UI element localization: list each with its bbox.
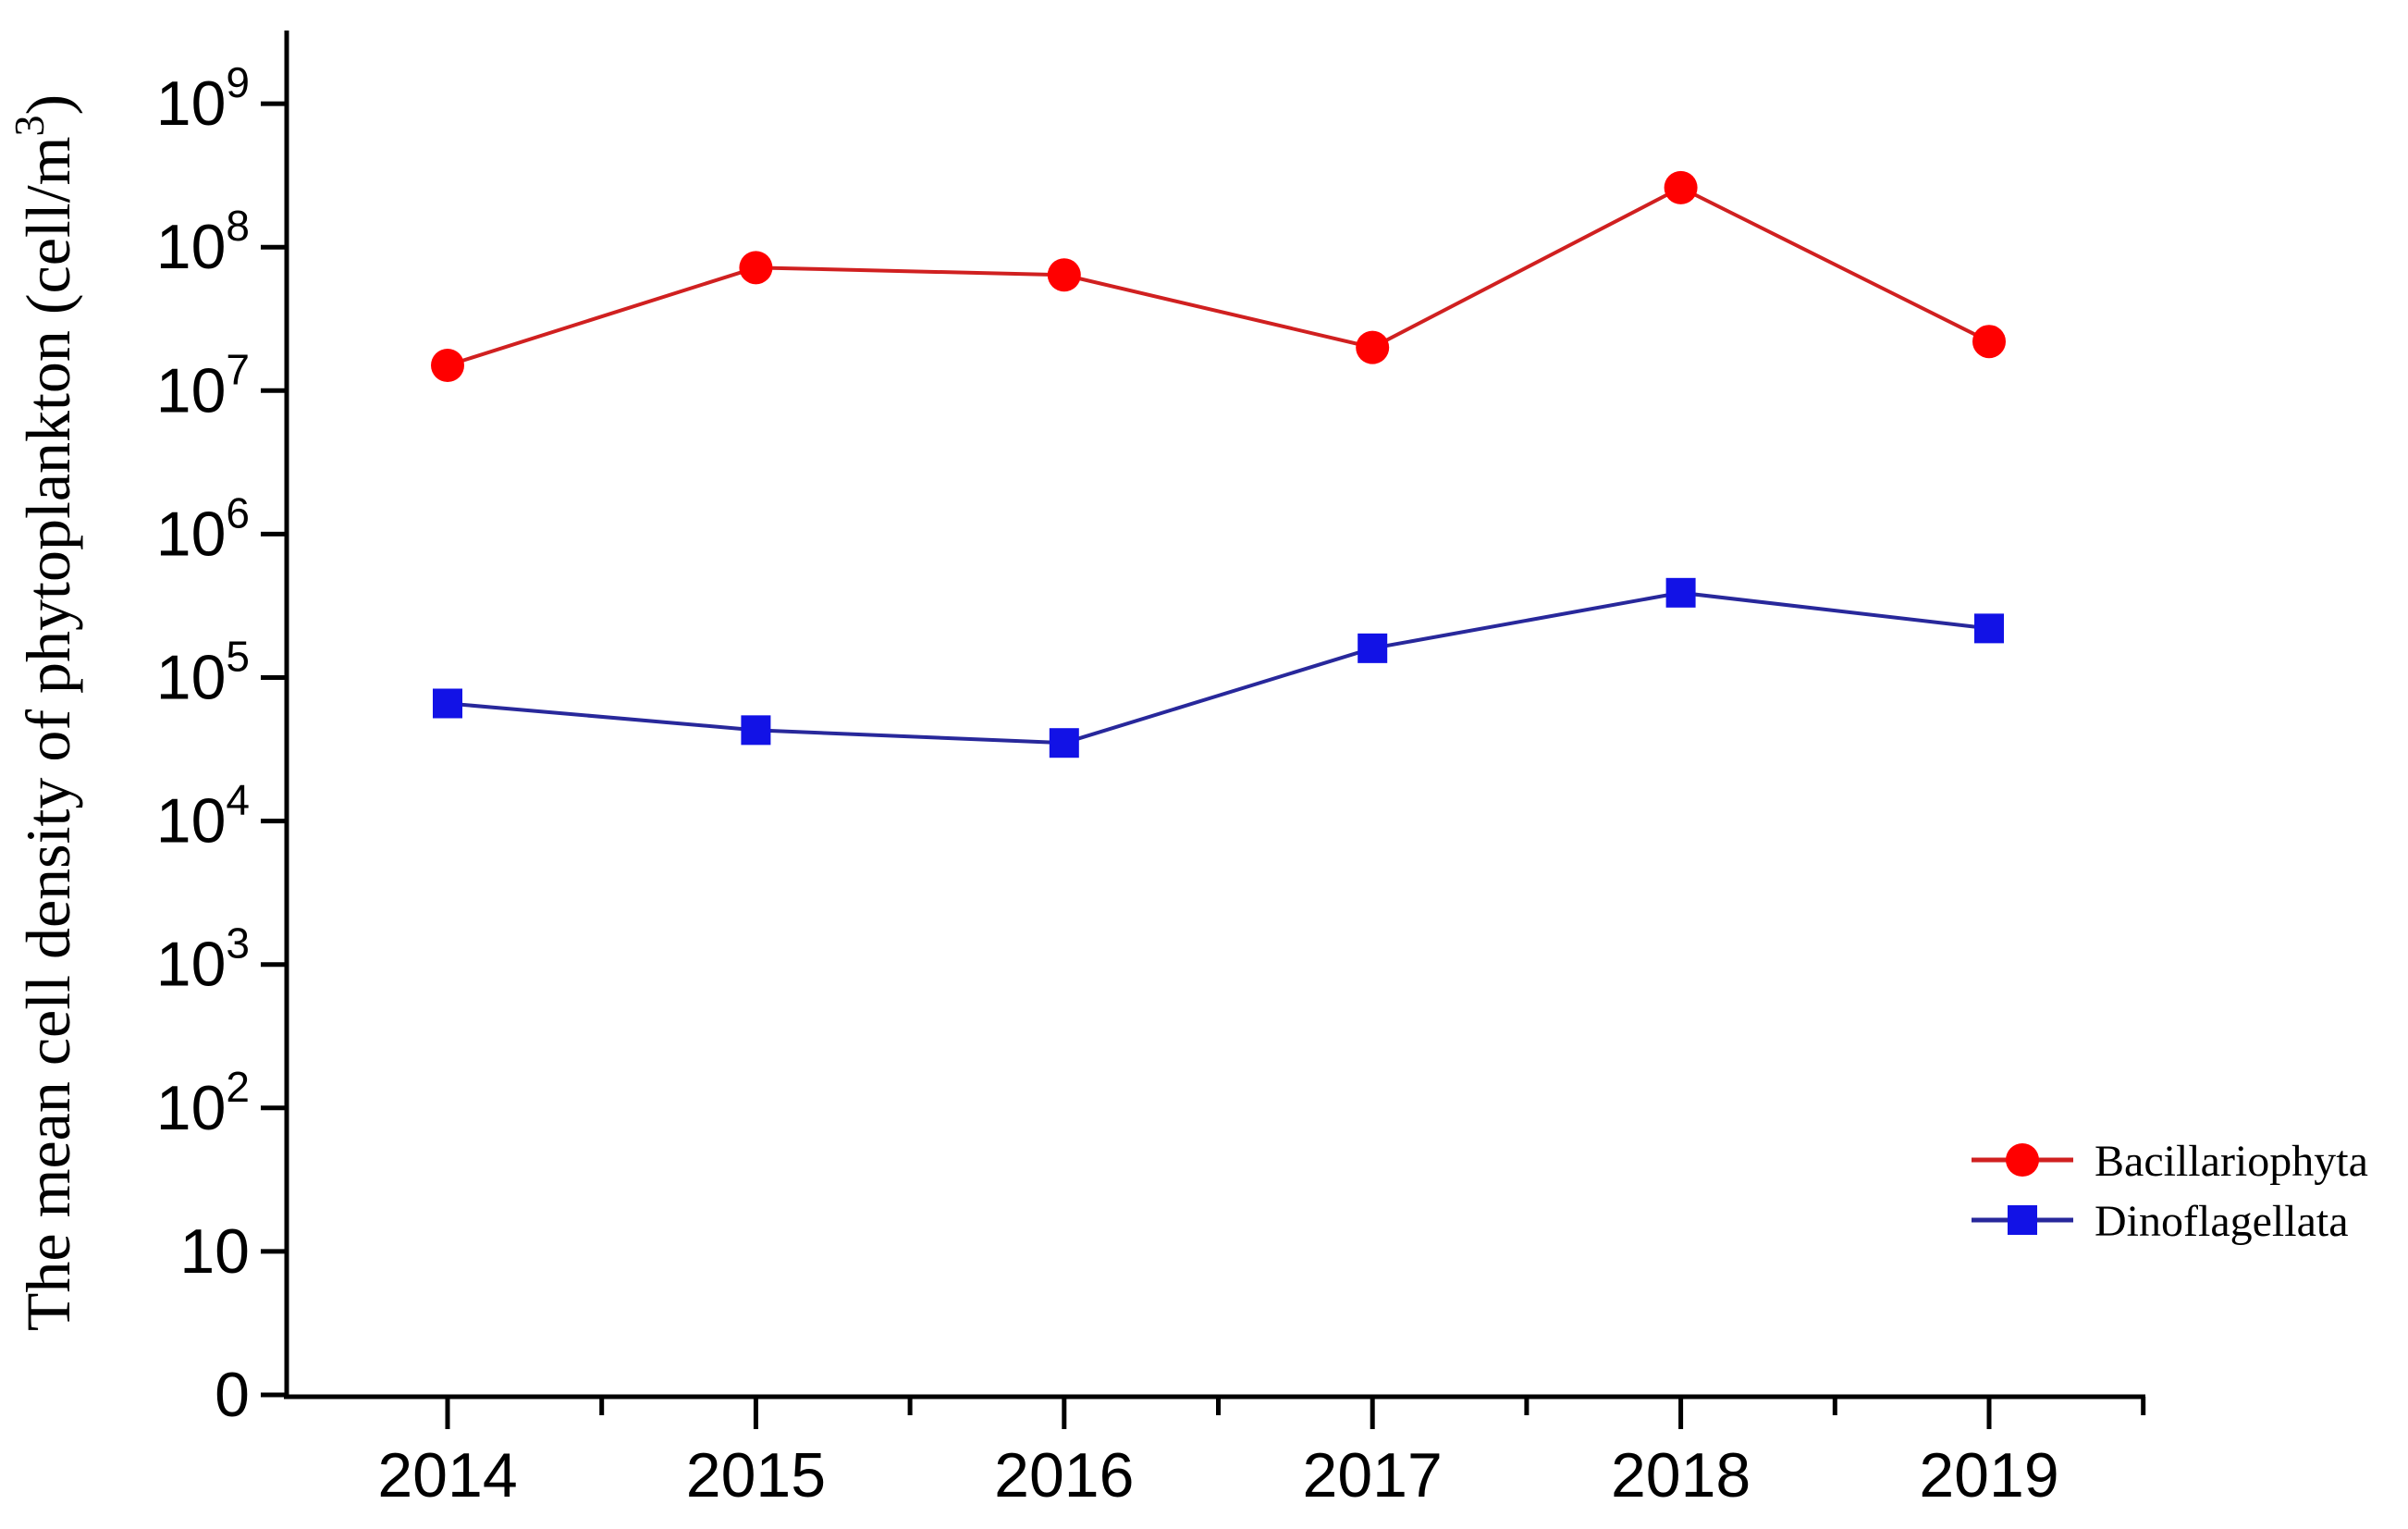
legend-square-marker-icon: [2008, 1205, 2037, 1235]
y-tick-label: 106: [156, 488, 250, 569]
legend-entry: Dinoflagellata: [1972, 1197, 2349, 1246]
y-tick-label: 105: [156, 633, 250, 713]
legend-label: Dinoflagellata: [2095, 1197, 2349, 1246]
y-tick-label: 108: [156, 202, 250, 282]
x-tick-label: 2017: [1303, 1440, 1443, 1511]
x-tick-label: 2016: [994, 1440, 1134, 1511]
data-point-marker: [1047, 258, 1081, 292]
series-line: [447, 590, 1990, 746]
y-tick-label: 109: [156, 58, 250, 139]
data-point-marker: [1356, 330, 1390, 364]
data-point-marker: [1049, 728, 1079, 758]
data-point-marker: [739, 251, 773, 285]
x-tick-label: 2019: [1919, 1440, 2058, 1511]
data-point-marker: [1974, 613, 2004, 644]
legend-circle-marker-icon: [2006, 1143, 2039, 1177]
x-tick-label: 2014: [377, 1440, 517, 1511]
series-dinoflagellata: [433, 577, 2004, 758]
legend-entry: Bacillariophyta: [1972, 1137, 2368, 1186]
data-point-marker: [1664, 170, 1698, 204]
x-tick-label: 2018: [1611, 1440, 1751, 1511]
data-point-marker: [741, 715, 771, 746]
y-tick-label: 107: [156, 345, 250, 425]
legend: Bacillariophyta Dinoflagellata: [1972, 1137, 2368, 1246]
series-bacillariophyta: [431, 170, 2006, 382]
data-point-marker: [431, 348, 464, 382]
data-point-marker: [1665, 577, 1696, 608]
data-point-marker: [1972, 325, 2006, 359]
y-tick-label: 102: [156, 1063, 250, 1143]
data-point-marker: [1358, 633, 1388, 663]
x-tick-label: 2015: [686, 1440, 826, 1511]
y-tick-label: 10: [179, 1216, 250, 1287]
y-tick-label: 104: [156, 776, 250, 857]
y-axis-title: The mean cell density of phytoplankton (…: [6, 94, 83, 1331]
legend-label: Bacillariophyta: [2095, 1137, 2368, 1186]
data-point-marker: [433, 688, 462, 719]
y-tick-label: 0: [215, 1360, 250, 1430]
y-tick-label: 103: [156, 919, 250, 1000]
series-line: [447, 185, 1990, 367]
